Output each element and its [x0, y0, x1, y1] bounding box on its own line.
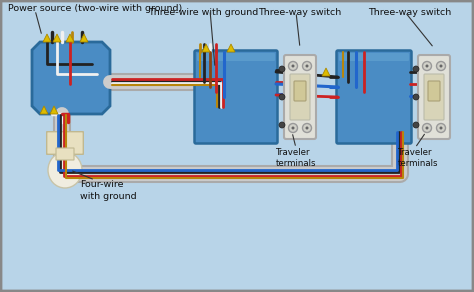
- Circle shape: [439, 126, 443, 129]
- FancyBboxPatch shape: [284, 55, 316, 139]
- FancyBboxPatch shape: [47, 132, 83, 154]
- Text: Three-way switch: Three-way switch: [258, 8, 341, 17]
- Circle shape: [426, 126, 428, 129]
- Circle shape: [437, 124, 446, 133]
- FancyBboxPatch shape: [56, 148, 74, 160]
- Polygon shape: [53, 34, 61, 42]
- Circle shape: [306, 126, 309, 129]
- FancyBboxPatch shape: [418, 55, 450, 139]
- FancyBboxPatch shape: [294, 81, 306, 101]
- Text: Three-way switch: Three-way switch: [368, 8, 451, 17]
- Polygon shape: [322, 68, 330, 76]
- Circle shape: [279, 66, 285, 72]
- FancyBboxPatch shape: [194, 51, 277, 143]
- Circle shape: [413, 122, 419, 128]
- Polygon shape: [40, 106, 48, 114]
- Polygon shape: [80, 34, 88, 42]
- Circle shape: [292, 126, 294, 129]
- Circle shape: [279, 122, 285, 128]
- Polygon shape: [227, 44, 235, 52]
- Ellipse shape: [48, 152, 82, 188]
- FancyBboxPatch shape: [428, 81, 440, 101]
- Polygon shape: [66, 34, 74, 42]
- Polygon shape: [50, 106, 58, 114]
- Circle shape: [289, 62, 298, 70]
- Polygon shape: [43, 34, 51, 42]
- FancyBboxPatch shape: [290, 74, 310, 120]
- Circle shape: [306, 65, 309, 67]
- Polygon shape: [32, 42, 110, 114]
- FancyBboxPatch shape: [424, 74, 444, 120]
- Circle shape: [302, 124, 311, 133]
- Circle shape: [422, 62, 431, 70]
- Circle shape: [439, 65, 443, 67]
- Text: Traveler
terminals: Traveler terminals: [398, 148, 438, 168]
- Text: Four-wire
with ground: Four-wire with ground: [80, 180, 137, 201]
- Circle shape: [289, 124, 298, 133]
- Text: Three-wire with ground: Three-wire with ground: [148, 8, 258, 17]
- FancyBboxPatch shape: [197, 53, 275, 61]
- FancyBboxPatch shape: [339, 53, 409, 61]
- Circle shape: [302, 62, 311, 70]
- Circle shape: [413, 66, 419, 72]
- Circle shape: [422, 124, 431, 133]
- Circle shape: [279, 94, 285, 100]
- Circle shape: [413, 94, 419, 100]
- Circle shape: [426, 65, 428, 67]
- Circle shape: [292, 65, 294, 67]
- Polygon shape: [202, 44, 210, 52]
- FancyBboxPatch shape: [337, 51, 411, 143]
- Circle shape: [437, 62, 446, 70]
- Text: Power source (two-wire with ground): Power source (two-wire with ground): [8, 4, 182, 13]
- Text: Traveler
terminals: Traveler terminals: [276, 148, 317, 168]
